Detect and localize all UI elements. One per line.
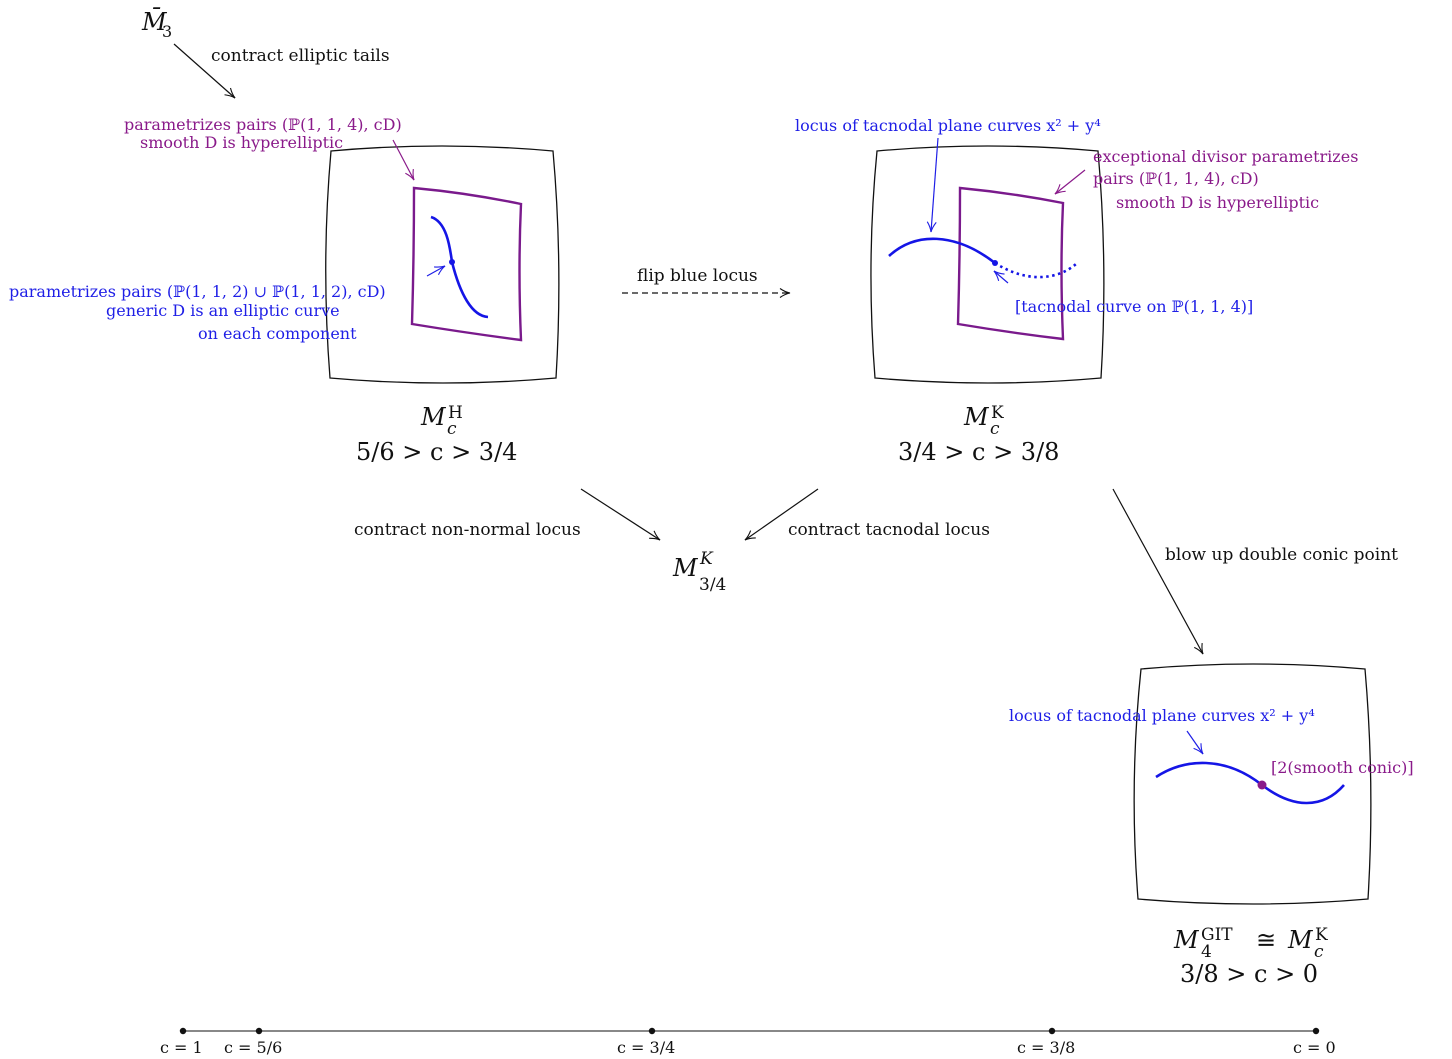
panel-git-name-m2: M <box>1287 926 1314 954</box>
panel-k-name-sub: c <box>990 419 1000 439</box>
axis-tick-point <box>1312 1027 1320 1035</box>
axis-tick-label: c = 5/6 <box>224 1038 282 1057</box>
panel-h-name-m: M <box>420 403 447 431</box>
flip-label: flip blue locus <box>637 266 758 286</box>
panel-k-blue-curve-solid <box>888 237 996 265</box>
middle-name-sup: K <box>699 549 714 569</box>
axis-tick-point <box>648 1027 656 1035</box>
panel-h-name-sub: c <box>447 419 457 439</box>
panel-k-range: 3/4 > c > 3/8 <box>898 438 1059 466</box>
middle-space-name: M K 3/4 <box>672 549 726 595</box>
axis-tick-label: c = 3/8 <box>1017 1038 1075 1057</box>
panel-h-blue-point <box>449 259 455 265</box>
panel-h-name-sup: H <box>448 403 463 423</box>
axis-tick-label: c = 0 <box>1293 1038 1336 1057</box>
panel-h-frame <box>325 145 560 384</box>
panel-git-frame <box>1133 663 1372 905</box>
axis-tick-point <box>255 1027 263 1035</box>
panel-k-purple-text-1: exceptional divisor parametrizes <box>1093 147 1358 166</box>
panel-h-blue-text-3: on each component <box>198 324 357 343</box>
axis-tick-point <box>1048 1027 1056 1035</box>
panel-k-name: M K c <box>963 403 1004 439</box>
contract-elliptic-arrow <box>173 43 236 99</box>
panel-git-name: M GIT 4 ≅ M K c <box>1173 925 1328 962</box>
panel-git-name-sup2: K <box>1315 925 1328 945</box>
top-space-subscript: 3 <box>162 22 172 41</box>
panel-h-blue-text-2: generic D is an elliptic curve <box>106 301 340 320</box>
panel-git-range: 3/8 > c > 0 <box>1180 960 1318 988</box>
panel-h-blue-text-1: parametrizes pairs (ℙ(1, 1, 2) ∪ ℙ(1, 1,… <box>9 282 386 301</box>
panel-h-purple-text-1: parametrizes pairs (ℙ(1, 1, 4), cD) <box>124 115 402 134</box>
panel-git-blue-pointer <box>1186 730 1204 755</box>
blow-up-label: blow up double conic point <box>1165 545 1398 565</box>
contract-tacnodal-arrow <box>744 488 819 541</box>
panel-k-blue-curve-dotted <box>994 261 1077 279</box>
panel-k-name-sup: K <box>991 403 1004 423</box>
panel-k-blue-pointer <box>926 137 939 233</box>
panel-k-purple-text-3: smooth D is hyperelliptic <box>1116 193 1319 212</box>
blow-up-arrow <box>1112 488 1204 655</box>
panel-h-purple-pointer <box>392 139 415 181</box>
panel-git-purple-text: [2(smooth conic)] <box>1271 758 1414 777</box>
middle-name-sub: 3/4 <box>699 575 726 595</box>
axis-tick-label: c = 3/4 <box>617 1038 675 1057</box>
contract-elliptic-label: contract elliptic tails <box>211 46 390 66</box>
panel-k: locus of tacnodal plane curves x² + y⁴ e… <box>795 116 1358 466</box>
panel-k-blue-point <box>992 260 998 266</box>
panel-k-purple-text-2: pairs (ℙ(1, 1, 4), cD) <box>1093 169 1259 188</box>
panel-k-name-m: M <box>963 403 990 431</box>
axis-tick-point <box>179 1027 187 1035</box>
panel-k-frame <box>870 145 1105 384</box>
panel-k-purple-pointer <box>1054 169 1086 195</box>
panel-git: locus of tacnodal plane curves x² + y⁴ [… <box>1009 663 1414 988</box>
top-space-label: M̄ 3 <box>141 8 172 41</box>
panel-h-blue-pointer <box>426 265 446 277</box>
panel-git-blue-text: locus of tacnodal plane curves x² + y⁴ <box>1009 706 1315 725</box>
panel-git-name-sup: GIT <box>1201 925 1233 945</box>
panel-h-range: 5/6 > c > 3/4 <box>356 438 517 466</box>
axis-tick-label: c = 1 <box>160 1038 203 1057</box>
panel-git-name-m: M <box>1173 926 1200 954</box>
top-space-symbol: M̄ <box>141 8 168 36</box>
panel-h-name: M H c <box>420 403 463 439</box>
panel-git-name-sub: 4 <box>1201 942 1212 962</box>
panel-k-blue-top-text: locus of tacnodal plane curves x² + y⁴ <box>795 116 1101 135</box>
contract-non-normal-arrow <box>580 488 661 541</box>
panel-git-name-sub2: c <box>1314 942 1324 962</box>
panel-git-purple-point <box>1257 780 1267 790</box>
panel-h: parametrizes pairs (ℙ(1, 1, 4), cD) smoo… <box>9 115 560 466</box>
parameter-axis: c = 1 c = 5/6 c = 3/4 c = 3/8 c = 0 <box>160 1027 1336 1057</box>
panel-k-bracket-text: [tacnodal curve on ℙ(1, 1, 4)] <box>1015 297 1253 316</box>
panel-k-bracket-pointer <box>993 270 1009 284</box>
middle-name-m: M <box>672 554 699 582</box>
panel-h-blue-curve <box>430 215 489 319</box>
contract-tacnodal-label: contract tacnodal locus <box>788 520 990 540</box>
panel-git-cong: ≅ <box>1256 926 1276 954</box>
panel-h-purple-frame <box>410 186 523 342</box>
panel-k-purple-frame <box>956 186 1065 341</box>
contract-non-normal-label: contract non-normal locus <box>354 520 581 540</box>
panel-h-purple-text-2: smooth D is hyperelliptic <box>140 133 343 152</box>
